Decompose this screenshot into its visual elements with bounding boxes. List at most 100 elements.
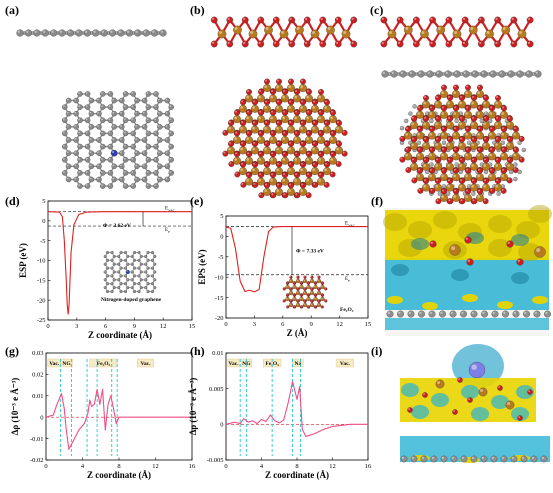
oxygen-atom <box>312 181 319 188</box>
carbon-atom-highlight <box>157 177 160 180</box>
iron-atom-highlight <box>282 158 286 161</box>
oxygen-atom <box>471 136 477 143</box>
carbon-atom-highlight <box>100 92 103 94</box>
carbon-atom-highlight <box>123 92 126 94</box>
carbon-atom-highlight <box>135 151 137 154</box>
carbon-atom-highlight <box>131 171 134 173</box>
iron-atom-highlight <box>477 132 481 136</box>
carbon-atom-highlight <box>497 134 499 136</box>
oxygen-atom <box>286 305 290 309</box>
iron-atom-highlight <box>454 31 457 34</box>
iron-atom-highlight <box>258 158 262 161</box>
carbon-atom-highlight <box>524 311 527 314</box>
region-box <box>227 358 240 368</box>
oxygen-atom-highlight <box>331 131 333 134</box>
iron-atom-highlight <box>276 168 280 172</box>
iron-atom <box>476 152 484 161</box>
carbon-atom <box>502 310 509 318</box>
work-function-label: Φ = 3.62 eV <box>103 223 131 229</box>
oxygen-atom-highlight <box>241 162 244 165</box>
iron-atom <box>458 142 466 150</box>
carbon-atom <box>150 250 155 255</box>
iron-atom-highlight <box>246 178 249 182</box>
carbon-atom-highlight <box>112 177 115 180</box>
oxygen-atom-highlight <box>519 136 522 139</box>
carbon-atom <box>168 156 174 163</box>
carbon-atom-highlight <box>124 282 126 284</box>
carbon-atom <box>516 70 524 78</box>
oxygen-atom <box>307 305 311 309</box>
oxygen-atom <box>306 109 312 116</box>
oxygen-atom <box>461 16 469 24</box>
oxygen-atom-highlight <box>412 178 415 181</box>
carbon-atom-highlight <box>142 164 145 167</box>
oxygen-atom <box>320 281 325 285</box>
carbon-atom-highlight <box>135 111 137 114</box>
oxygen-atom-highlight <box>283 131 285 134</box>
iron-atom <box>263 188 271 196</box>
carbon-atom-highlight <box>154 118 156 121</box>
carbon-atom <box>73 150 79 156</box>
carbon-atom <box>132 274 137 278</box>
iron-atom <box>494 100 502 109</box>
iron-atom-highlight <box>228 126 231 130</box>
carbon-atom <box>96 97 102 104</box>
carbon-atom-highlight <box>85 171 88 173</box>
oxygen-atom <box>478 40 485 48</box>
oxygen-atom <box>465 105 471 112</box>
carbon-atom-highlight <box>119 111 122 114</box>
oxygen-atom <box>300 120 306 127</box>
oxygen-atom <box>320 305 324 309</box>
carbon-atom <box>513 162 518 167</box>
oxygen-atom-highlight <box>424 158 426 161</box>
carbon-atom-highlight <box>112 98 115 101</box>
carbon-atom-highlight <box>157 138 160 140</box>
oxygen-atom-highlight <box>514 147 517 150</box>
oxygen-atom-highlight <box>478 168 480 171</box>
carbon-atom <box>168 170 174 176</box>
oxygen-atom <box>258 172 264 179</box>
iron-atom <box>323 104 331 113</box>
carbon-atom-highlight <box>89 164 92 167</box>
iron-atom-highlight <box>265 27 269 31</box>
oxygen-atom-highlight <box>400 136 403 139</box>
oxygen-atom <box>246 172 252 179</box>
oxygen-atom <box>429 187 436 194</box>
carbon-atom <box>73 124 79 130</box>
oxygen-atom <box>447 198 454 205</box>
oxygen-atom-highlight <box>460 199 463 202</box>
carbon-atom <box>480 455 488 463</box>
iron-atom <box>422 121 430 130</box>
oxygen-atom <box>330 151 336 158</box>
oxygen-atom <box>264 99 270 106</box>
iron-atom <box>269 177 277 186</box>
oxygen-atom <box>318 109 324 116</box>
oxygen-atom <box>318 172 324 179</box>
carbon-atom <box>426 70 434 78</box>
oxygen-atom <box>288 99 294 106</box>
oxygen-atom-highlight <box>293 305 295 307</box>
iron-atom <box>269 156 277 165</box>
carbon-atom-highlight <box>59 30 63 33</box>
oxygen-atom <box>489 105 495 112</box>
carbon-atom-highlight <box>400 126 402 129</box>
carbon-atom <box>157 110 163 117</box>
oxygen-atom <box>330 130 336 137</box>
oxygen-atom <box>282 172 288 179</box>
iron-atom <box>476 110 484 119</box>
oxygen-atom <box>319 16 327 24</box>
carbon-atom <box>105 258 110 262</box>
oxygen-atom-highlight <box>243 17 246 20</box>
carbon-atom-highlight <box>442 184 444 187</box>
carbon-atom <box>62 130 68 137</box>
iron-atom <box>476 173 484 182</box>
oxygen-atom <box>477 167 483 174</box>
oxygen-atom-highlight <box>424 95 426 98</box>
iron-atom <box>257 177 265 186</box>
carbon-atom-highlight <box>160 30 163 33</box>
oxygen-atom-highlight <box>436 179 438 182</box>
oxygen-atom <box>276 140 282 147</box>
iron-atom <box>217 29 227 39</box>
carbon-atom <box>488 118 493 124</box>
iron-atom-highlight <box>471 184 475 188</box>
